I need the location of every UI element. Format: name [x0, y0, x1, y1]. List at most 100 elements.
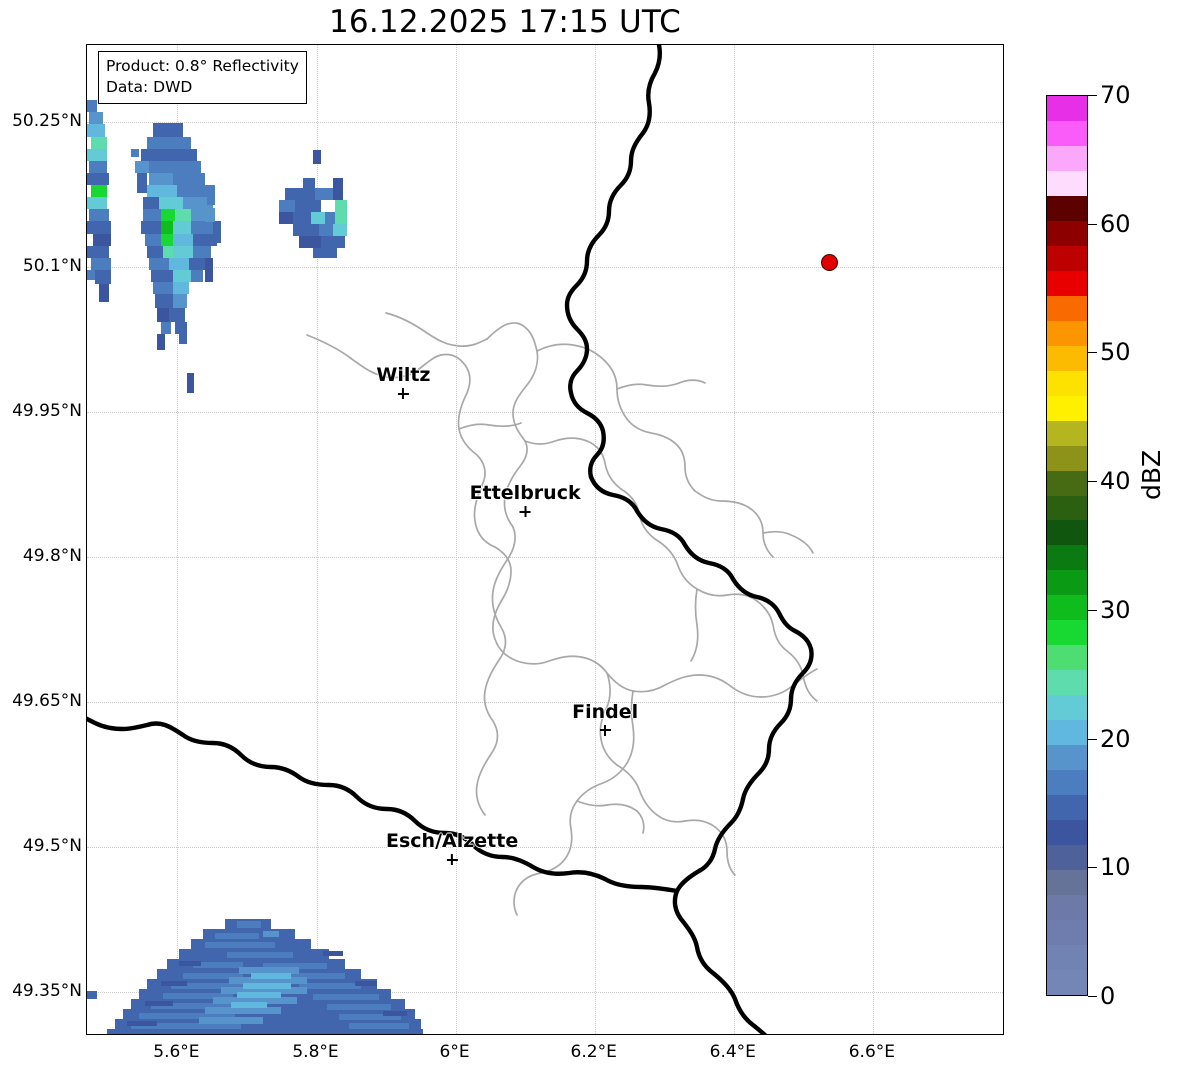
- colorbar-band-2: [1047, 145, 1087, 171]
- info-data-line: Data: DWD: [106, 77, 193, 96]
- y-tick-label-1: 50.1°N: [22, 256, 82, 277]
- y-tick-label-3: 49.8°N: [22, 546, 82, 567]
- city-cross-icon: [599, 724, 611, 736]
- radar-reflectivity-layer: [87, 100, 423, 1034]
- colorbar-band-20: [1047, 595, 1087, 621]
- y-tick-label-4: 49.65°N: [12, 691, 82, 712]
- gridline-lon-3: [594, 45, 596, 1034]
- colorbar-band-21: [1047, 620, 1087, 646]
- colorbar-tick-3: [1088, 481, 1097, 483]
- city-marker-findel[interactable]: Findel: [572, 701, 638, 736]
- colorbar-band-24: [1047, 695, 1087, 721]
- gridline-lon-2: [455, 45, 457, 1034]
- colorbar-band-11: [1047, 370, 1087, 396]
- city-cross-icon: [446, 854, 458, 866]
- x-tick-label-2: 6°E: [439, 1042, 470, 1062]
- gridline-lat-5: [87, 847, 1003, 849]
- colorbar-band-12: [1047, 395, 1087, 421]
- colorbar-band-16: [1047, 495, 1087, 521]
- colorbar-tick-label-7: 0: [1100, 982, 1116, 1010]
- colorbar-band-1: [1047, 120, 1087, 146]
- colorbar-band-34: [1047, 944, 1087, 970]
- gridline-lon-0: [177, 45, 179, 1034]
- colorbar-tick-label-5: 20: [1100, 724, 1131, 753]
- gridline-lat-2: [87, 412, 1003, 414]
- colorbar-band-35: [1047, 969, 1087, 995]
- city-label: Wiltz: [376, 364, 431, 387]
- colorbar-band-8: [1047, 295, 1087, 321]
- colorbar-band-33: [1047, 919, 1087, 945]
- colorbar-band-0: [1047, 96, 1087, 121]
- gridline-lon-4: [733, 45, 735, 1034]
- info-product-line: Product: 0.8° Reflectivity: [106, 57, 299, 75]
- y-tick-label-6: 49.35°N: [12, 981, 82, 1002]
- x-tick-label-5: 6.6°E: [848, 1042, 895, 1062]
- colorbar-band-23: [1047, 670, 1087, 696]
- colorbar-band-29: [1047, 820, 1087, 846]
- colorbar-tick-1: [1088, 223, 1097, 225]
- colorbar-tick-label-2: 50: [1100, 338, 1131, 367]
- x-tick-label-0: 5.6°E: [153, 1042, 200, 1062]
- colorbar-tick-4: [1088, 609, 1097, 611]
- info-box: Product: 0.8° Reflectivity Data: DWD: [98, 51, 307, 104]
- city-marker-esch-alzette[interactable]: Esch/Alzette: [385, 830, 519, 866]
- city-label: Ettelbruck: [469, 482, 581, 505]
- colorbar-band-4: [1047, 195, 1087, 221]
- colorbar-tick-label-4: 30: [1100, 595, 1131, 624]
- colorbar-band-15: [1047, 470, 1087, 496]
- x-tick-label-4: 6.4°E: [709, 1042, 756, 1062]
- colorbar[interactable]: [1046, 95, 1088, 996]
- radar-site-marker[interactable]: [820, 254, 838, 272]
- colorbar-tick-0: [1088, 95, 1097, 96]
- colorbar-band-14: [1047, 445, 1087, 471]
- colorbar-tick-label-3: 40: [1100, 467, 1131, 496]
- colorbar-band-31: [1047, 870, 1087, 895]
- colorbar-band-13: [1047, 420, 1087, 446]
- colorbar-band-27: [1047, 770, 1087, 796]
- gridline-lat-0: [87, 122, 1003, 124]
- colorbar-band-5: [1047, 220, 1087, 246]
- radar-map-plot[interactable]: Wiltz Ettelbruck Findel Esch/Alzette: [86, 44, 1004, 1035]
- city-cross-icon: [519, 506, 531, 518]
- x-tick-label-1: 5.8°E: [292, 1042, 339, 1062]
- colorbar-title: dBZ: [1137, 449, 1166, 500]
- colorbar-band-3: [1047, 170, 1087, 196]
- map-canvas: Wiltz Ettelbruck Findel Esch/Alzette: [87, 45, 1003, 1034]
- colorbar-tick-6: [1088, 867, 1097, 869]
- map-borders-layer: [87, 45, 818, 1034]
- city-marker-wiltz[interactable]: Wiltz: [376, 364, 431, 400]
- city-label: Findel: [572, 700, 639, 723]
- colorbar-band-28: [1047, 795, 1087, 821]
- colorbar-band-30: [1047, 845, 1087, 871]
- y-tick-label-2: 49.95°N: [12, 401, 82, 422]
- city-label: Esch/Alzette: [385, 830, 519, 853]
- colorbar-tick-label-1: 60: [1100, 209, 1131, 238]
- colorbar-tick-5: [1088, 738, 1097, 740]
- y-tick-label-5: 49.5°N: [22, 836, 82, 857]
- colorbar-band-32: [1047, 895, 1087, 920]
- gridline-lon-5: [872, 45, 874, 1034]
- colorbar-band-18: [1047, 545, 1087, 571]
- colorbar-band-7: [1047, 270, 1087, 296]
- gridline-lon-1: [316, 45, 318, 1034]
- city-cross-icon: [397, 388, 409, 400]
- gridline-lat-1: [87, 267, 1003, 269]
- colorbar-band-6: [1047, 245, 1087, 271]
- gridline-lat-6: [87, 992, 1003, 994]
- colorbar-band-26: [1047, 745, 1087, 771]
- colorbar-band-19: [1047, 570, 1087, 596]
- x-tick-label-3: 6.2°E: [570, 1042, 617, 1062]
- colorbar-band-17: [1047, 520, 1087, 546]
- y-tick-label-0: 50.25°N: [12, 111, 82, 132]
- city-marker-ettelbruck[interactable]: Ettelbruck: [469, 482, 581, 518]
- colorbar-tick-label-0: 70: [1100, 81, 1131, 109]
- colorbar-band-25: [1047, 720, 1087, 746]
- colorbar-tick-label-6: 10: [1100, 853, 1131, 882]
- page-title: 16.12.2025 17:15 UTC: [329, 4, 681, 40]
- colorbar-band-10: [1047, 345, 1087, 371]
- colorbar-tick-2: [1088, 352, 1097, 354]
- gridline-lat-4: [87, 702, 1003, 704]
- colorbar-band-9: [1047, 320, 1087, 346]
- gridline-lat-3: [87, 557, 1003, 559]
- colorbar-tick-7: [1088, 996, 1097, 997]
